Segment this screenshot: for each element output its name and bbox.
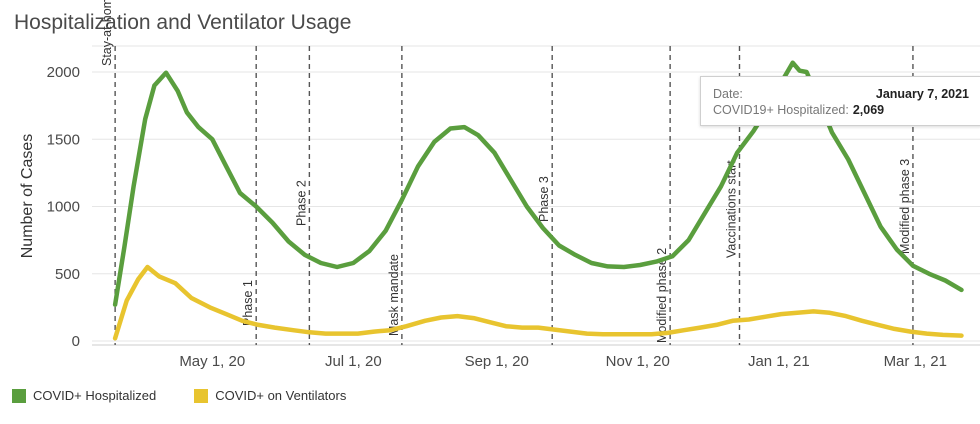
chart-title: Hospitalization and Ventilator Usage bbox=[14, 11, 352, 34]
event-label: Modified phase 2 bbox=[655, 248, 669, 343]
y-tick-label: 1000 bbox=[47, 199, 80, 216]
x-tick-label: Sep 1, 20 bbox=[465, 353, 529, 370]
y-tick-label: 500 bbox=[55, 266, 80, 283]
legend-label-ventilators: COVID+ on Ventilators bbox=[215, 388, 347, 403]
y-tick-label: 2000 bbox=[47, 64, 80, 81]
tooltip-metric-label: COVID19+ Hospitalized: bbox=[713, 103, 849, 117]
x-axis-ticks: May 1, 20 Jul 1, 20 Sep 1, 20 Nov 1, 20 Jan … bbox=[179, 353, 947, 370]
legend-swatch-hospitalized bbox=[12, 388, 26, 403]
legend-label-hospitalized: COVID+ Hospitalized bbox=[33, 388, 157, 403]
event-label: Stay-at-home order bbox=[100, 0, 114, 66]
event-label: Modified phase 3 bbox=[898, 159, 912, 254]
event-label: Phase 1 bbox=[241, 280, 255, 326]
y-axis-ticks: 0 500 1000 1500 2000 bbox=[47, 64, 80, 350]
y-tick-label: 0 bbox=[72, 333, 80, 350]
x-tick-label: Jul 1, 20 bbox=[325, 353, 382, 370]
x-tick-label: Jan 1, 21 bbox=[748, 353, 810, 370]
x-tick-label: Nov 1, 20 bbox=[606, 353, 670, 370]
hover-tooltip: Date: January 7, 2021 COVID19+ Hospitali… bbox=[700, 76, 980, 126]
legend-item-ventilators[interactable]: COVID+ on Ventilators bbox=[194, 388, 346, 403]
y-tick-label: 1500 bbox=[47, 131, 80, 148]
event-label: Mask mandate bbox=[387, 254, 401, 336]
series-line-ventilators[interactable] bbox=[112, 264, 964, 341]
tooltip-metric-value: 2,069 bbox=[852, 103, 885, 117]
legend-swatch-ventilators bbox=[194, 388, 209, 403]
legend-item-hospitalized[interactable]: COVID+ Hospitalized bbox=[12, 388, 156, 403]
x-tick-label: May 1, 20 bbox=[179, 353, 245, 370]
event-label: Phase 2 bbox=[294, 180, 308, 226]
x-tick-label: Mar 1, 21 bbox=[884, 353, 947, 370]
grid-lines bbox=[92, 45, 980, 346]
tooltip-date-label: Date: bbox=[713, 87, 743, 101]
y-axis-title: Number of Cases bbox=[19, 134, 36, 259]
tooltip-date-value: January 7, 2021 bbox=[875, 87, 969, 101]
legend: COVID+ Hospitalized COVID+ on Ventilator… bbox=[12, 388, 346, 403]
event-label: Vaccinations start bbox=[725, 160, 739, 258]
event-label: Phase 3 bbox=[537, 176, 551, 222]
chart-area[interactable]: 0 500 1000 1500 2000 May 1, 20 Jul 1, 20 Sep 1… bbox=[0, 0, 980, 385]
